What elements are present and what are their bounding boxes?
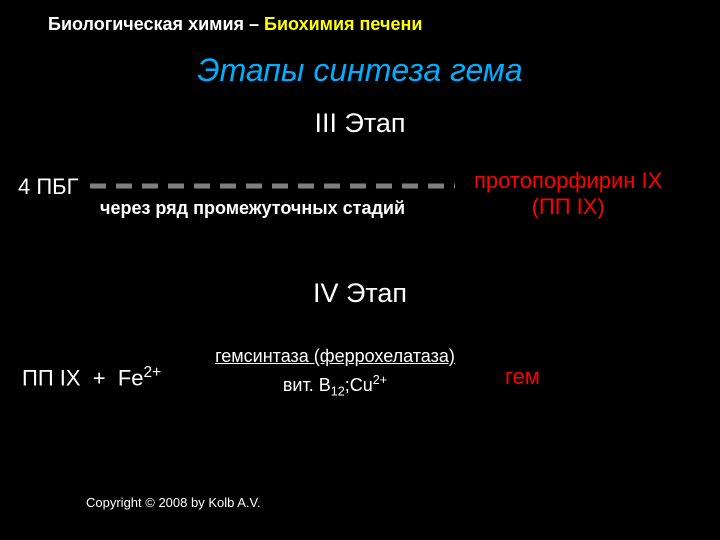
stage4-enzyme-name: гемсинтаза (феррохелатаза) <box>190 346 480 367</box>
stage3-heading: III Этап <box>0 108 720 139</box>
breadcrumb-topic: Биохимия печени <box>264 14 422 34</box>
breadcrumb: Биологическая химия – Биохимия печени <box>48 14 422 35</box>
cofactor-b-sub: 12 <box>331 385 345 399</box>
stage4-heading: IV Этап <box>0 278 720 309</box>
stage3-substrate: 4 ПБГ <box>18 174 79 200</box>
cofactor-prefix: вит. B <box>283 375 331 395</box>
stage3-product-line1: протопорфирин IX <box>474 168 662 193</box>
stage4-ion-base: Fe <box>118 365 144 390</box>
page-title: Этапы синтеза гема <box>0 52 720 89</box>
stage4-enzyme-block: гемсинтаза (феррохелатаза) вит. B12;Cu2+ <box>190 346 480 399</box>
stage3-arrow-icon <box>90 174 455 198</box>
stage3-reaction: 4 ПБГ через ряд промежуточных стадий про… <box>0 168 720 228</box>
cofactor-cu: Cu <box>350 375 373 395</box>
cofactor-cu-sup: 2+ <box>373 373 387 387</box>
stage3-product: протопорфирин IX (ПП IX) <box>474 168 662 221</box>
stage4-cofactors: вит. B12;Cu2+ <box>190 373 480 399</box>
stage3-product-line2: (ПП IX) <box>532 194 605 219</box>
stage4-substrate: ПП IX + Fe2+ <box>22 364 161 391</box>
stage4-product: гем <box>505 364 540 390</box>
stage4-ion-charge: 2+ <box>144 364 162 381</box>
stage4-compound: ПП IX <box>22 365 81 390</box>
breadcrumb-subject: Биологическая химия – <box>48 14 264 34</box>
stage3-intermediate-label: через ряд промежуточных стадий <box>100 198 405 219</box>
plus-sign: + <box>93 365 106 390</box>
copyright-text: Copyright © 2008 by Kolb A.V. <box>86 495 261 510</box>
stage4-reaction: ПП IX + Fe2+ гемсинтаза (феррохелатаза) … <box>0 346 720 416</box>
